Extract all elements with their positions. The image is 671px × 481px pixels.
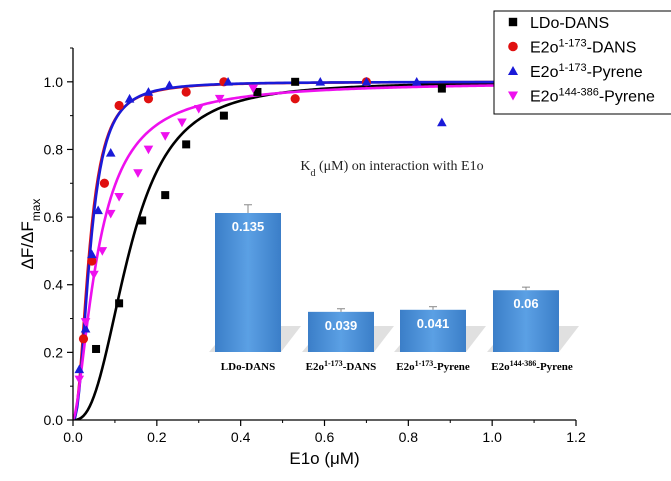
data-point	[361, 77, 372, 86]
data-point	[105, 148, 116, 157]
kd-bar	[215, 213, 281, 352]
data-point	[181, 87, 191, 97]
bar-value-label: 0.041	[417, 316, 450, 331]
y-tick-label: 0.6	[44, 209, 64, 225]
x-tick-label: 1.0	[482, 429, 502, 445]
data-point	[182, 140, 191, 149]
data-point	[87, 249, 97, 259]
data-point	[143, 94, 154, 104]
inset-title: Kd (μM) on interaction with E1o	[300, 159, 483, 179]
data-point	[161, 191, 170, 200]
data-point	[115, 299, 124, 308]
data-point	[87, 256, 97, 266]
data-point	[223, 77, 233, 86]
x-axis-title: E1o (μM)	[289, 449, 359, 468]
data-point	[97, 247, 108, 256]
x-tick-label: 0.4	[231, 429, 251, 445]
data-point	[92, 344, 101, 353]
axes: 0.0 0.2 0.4 0.6 0.8 1.0 1.2 0.0 0.2 0.4 0.6 0.8 1.0 E…	[18, 47, 586, 468]
legend-entry: E2o1-173-DANS	[530, 38, 636, 57]
data-point	[124, 93, 135, 103]
data-point	[315, 77, 326, 86]
legend-marker	[508, 17, 518, 27]
y-tick-label: 0.2	[44, 344, 64, 360]
data-point	[89, 270, 99, 280]
data-point	[437, 84, 446, 93]
legend-entry: LDo-DANS	[530, 15, 609, 32]
y-tick-label: 0.0	[44, 412, 64, 428]
data-point	[99, 178, 110, 188]
y-tick-label: 0.4	[44, 277, 64, 293]
data-point	[114, 192, 124, 202]
data-point	[143, 145, 154, 155]
bar-value-label: 0.06	[513, 296, 538, 311]
data-point	[93, 205, 103, 215]
data-point	[214, 94, 225, 104]
data-point	[291, 77, 300, 86]
data-point	[78, 334, 89, 344]
data-point	[164, 80, 175, 90]
data-point	[411, 77, 422, 86]
y-axis-title: ΔF/ΔFmax	[18, 199, 43, 270]
data-point	[248, 84, 259, 94]
legend-marker	[507, 65, 519, 76]
data-point	[80, 318, 91, 327]
bar-category-label: E2o1-173-Pyrene	[396, 359, 470, 374]
kd-bar	[493, 290, 559, 352]
legend: LDo-DANS E2o1-173-DANS E2o1-173-Pyrene E2o1…	[493, 10, 671, 115]
data-point	[74, 375, 85, 385]
legend-entry: E2o1-173-Pyrene	[530, 62, 643, 81]
data-point	[193, 105, 204, 114]
kd-bar	[308, 311, 374, 352]
legend-marker	[507, 91, 519, 101]
x-tick-label: 0.8	[399, 429, 419, 445]
y-tick-label: 0.8	[44, 141, 64, 157]
data-point	[114, 100, 124, 111]
bar-category-label: LDo-DANS	[221, 361, 275, 373]
bar-value-label: 0.135	[232, 219, 265, 234]
data-point	[160, 132, 171, 141]
bar-value-label: 0.039	[325, 318, 358, 333]
kd-bar	[400, 309, 466, 352]
kd-inset-bar-chart: Kd (μM) on interaction with E1o 0.135 LDo-…	[209, 159, 579, 373]
x-tick-label: 0.0	[63, 429, 83, 445]
bar-category-label: E2o1-173-DANS	[306, 359, 377, 374]
legend-box	[493, 10, 671, 115]
data-point	[74, 364, 85, 374]
fit-curve	[73, 83, 576, 420]
fit-curve	[73, 80, 576, 420]
data-point	[219, 111, 228, 120]
data-point	[105, 209, 116, 219]
fit-curve	[73, 81, 576, 420]
legend-entry: E2o144-386-Pyrene	[530, 87, 655, 106]
data-point	[138, 216, 147, 225]
data-point	[253, 87, 262, 96]
x-tick-label: 1.2	[566, 429, 586, 445]
x-tick-label: 0.6	[315, 429, 335, 445]
data-point	[290, 94, 300, 104]
data-point	[177, 118, 187, 128]
data-point	[437, 117, 447, 127]
data-points	[74, 77, 447, 385]
y-tick-label: 1.0	[44, 74, 64, 90]
x-tick-label: 0.2	[147, 429, 167, 445]
data-point	[80, 323, 91, 333]
bar-category-label: E2o144-386-Pyrene	[491, 359, 573, 374]
legend-marker	[508, 41, 518, 52]
data-point	[133, 169, 143, 178]
fit-curves	[73, 80, 576, 420]
data-point	[143, 87, 154, 96]
